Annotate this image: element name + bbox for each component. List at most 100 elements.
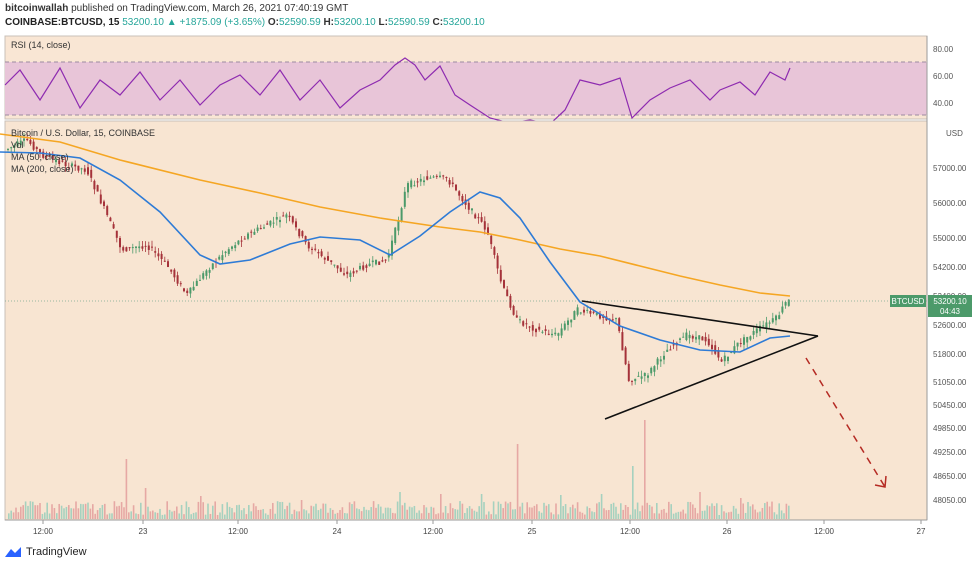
volume-bar xyxy=(336,512,339,519)
candle-body xyxy=(490,235,493,245)
candle-body xyxy=(647,375,649,378)
volume-bar xyxy=(485,514,488,519)
candle-body xyxy=(570,319,573,323)
candle-body xyxy=(170,269,173,272)
candle-body xyxy=(643,372,646,377)
candle-body xyxy=(285,214,288,218)
candle-body xyxy=(272,222,275,224)
x-tick-label: 12:00 xyxy=(814,527,835,536)
candle-body xyxy=(195,280,198,286)
candle-body xyxy=(544,329,547,331)
candle-body xyxy=(679,338,681,340)
low-label: L: xyxy=(378,17,388,28)
y-tick-label: 48050.00 xyxy=(933,496,967,505)
candle-body xyxy=(624,347,627,365)
candle-body xyxy=(167,261,169,267)
candle-body xyxy=(714,345,717,354)
ma200-line xyxy=(0,133,791,297)
candle-body xyxy=(515,315,518,318)
volume-bar xyxy=(44,512,46,519)
volume-bar xyxy=(699,492,701,519)
candle-body xyxy=(435,175,438,177)
candle-body xyxy=(109,217,112,222)
candle-body xyxy=(487,227,489,235)
x-tick-label: 12:00 xyxy=(620,527,641,536)
candle-body xyxy=(672,344,675,346)
candle-body xyxy=(663,355,665,360)
volume-bar xyxy=(46,502,48,519)
candle-body xyxy=(765,322,768,329)
volume-bar xyxy=(430,506,432,519)
volume-bar xyxy=(178,513,180,519)
candle-body xyxy=(403,191,406,207)
volume-bar xyxy=(514,509,516,519)
candle-body xyxy=(135,246,137,248)
volume-bar xyxy=(92,504,94,519)
candle-body xyxy=(691,335,694,339)
volume-bar xyxy=(682,509,684,519)
volume-bar xyxy=(327,512,329,519)
volume-bar xyxy=(370,507,372,519)
volume-bar xyxy=(418,510,420,519)
candle-body xyxy=(535,329,537,333)
volume-bar xyxy=(248,505,250,519)
volume-bar xyxy=(192,512,195,519)
candle-body xyxy=(685,332,688,341)
volume-bar xyxy=(300,500,303,519)
volume-bar xyxy=(161,514,164,519)
volume-bar xyxy=(444,506,447,519)
volume-bar xyxy=(423,505,425,519)
volume-bar xyxy=(545,505,548,519)
candle-body xyxy=(416,181,419,183)
candle-body xyxy=(755,328,758,334)
triangle-lower-trendline[interactable] xyxy=(604,335,819,420)
candle-body xyxy=(320,251,323,257)
candle-body xyxy=(397,220,400,231)
volume-bar xyxy=(24,501,27,519)
symbol-name[interactable]: COINBASE:BTCUSD, 15 xyxy=(5,17,120,28)
candle-body xyxy=(205,270,208,276)
volume-bar xyxy=(694,507,696,519)
candle-body xyxy=(243,238,246,240)
volume-bar xyxy=(634,509,636,519)
volume-bar xyxy=(497,501,500,519)
volume-bar xyxy=(778,503,780,519)
volume-bar xyxy=(228,506,231,519)
footer-brand[interactable]: TradingView xyxy=(26,546,87,558)
candle-body xyxy=(560,328,563,336)
candle-body xyxy=(263,227,265,229)
candle-body xyxy=(688,334,691,339)
x-tick-label: 12:00 xyxy=(228,527,249,536)
publisher-name[interactable]: bitcoinwallah xyxy=(5,3,69,14)
candle-body xyxy=(659,359,662,362)
volume-bar xyxy=(677,511,680,519)
volume-bar xyxy=(531,507,533,519)
volume-bar xyxy=(365,509,368,519)
triangle-upper-trendline[interactable] xyxy=(581,300,819,337)
candle-body xyxy=(592,311,595,313)
volume-bar xyxy=(440,494,442,519)
volume-bar xyxy=(87,502,89,519)
volume-bar xyxy=(176,506,178,519)
candle-body xyxy=(771,318,774,323)
candle-body xyxy=(83,168,86,172)
volume-bar xyxy=(747,502,749,519)
candle-body xyxy=(576,307,579,315)
candle-body xyxy=(733,346,736,354)
volume-bar xyxy=(353,501,356,519)
candle-body xyxy=(775,315,777,321)
candle-body xyxy=(327,256,329,261)
volume-bar xyxy=(22,505,24,519)
candle-body xyxy=(387,253,390,258)
projection-arrow-head xyxy=(874,475,887,488)
volume-bar xyxy=(574,508,576,519)
candle-body xyxy=(512,306,515,315)
y-tick-label: 49250.00 xyxy=(933,448,967,457)
volume-bar xyxy=(588,508,591,519)
candle-body xyxy=(16,141,19,147)
volume-bar xyxy=(159,508,161,519)
candle-body xyxy=(506,289,509,297)
symbol-line: COINBASE:BTCUSD, 15 53200.10 ▲ +1875.09 … xyxy=(5,17,485,28)
volume-bar xyxy=(773,512,776,519)
